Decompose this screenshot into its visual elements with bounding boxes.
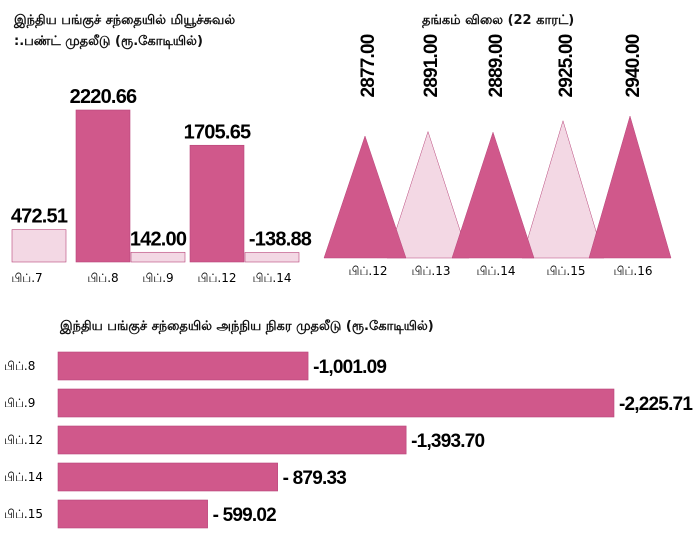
price-triangle [521,119,605,259]
bar [11,229,67,263]
bar [57,351,309,381]
price-triangle [588,115,672,259]
mutual-fund-plot: 472.51 பிப்.7 2220.66 பிப்.8 142.00 பிப்.9 170… [11,86,313,285]
mutual-fund-chart: இந்திய பங்குச் சந்தையில் மியூச்சுவல் :.ப… [0,0,330,290]
mutual-fund-title-line2: :.பண்ட் முதலீடு (ரூ.கோடியில்) [14,34,203,49]
category-label: பிப்.8 [4,359,35,373]
category-label: பிப்.7 [11,271,42,285]
bar-value-label: 472.51 [11,206,68,228]
price-value-label: 2889.00 [486,34,507,97]
gold-price-plot: 2877.00 பிப்.12 2891.00 பிப்.13 2889.00 பிப்.… [323,34,672,278]
bar [189,144,245,263]
foreign-investment-chart: இந்திய பங்குச் சந்தையில் அந்நிய நிகர முத… [0,300,700,536]
price-triangle [451,131,535,259]
bar-value-label: -1,001.09 [313,357,386,378]
category-label: பிப்.8 [87,271,118,285]
category-label: பிப்.16 [614,264,653,278]
price-value-label: 2925.00 [556,34,577,97]
category-label: பிப்.13 [412,264,451,278]
bar [75,109,131,263]
category-label: பிப்.14 [4,470,43,484]
bar [244,252,300,263]
bar [57,388,615,418]
bar [57,462,278,492]
bar-value-label: 2220.66 [70,86,137,108]
category-label: பிப்.9 [142,271,173,285]
bar [130,251,186,263]
bar-value-label: -1,393.70 [411,431,484,452]
price-value-label: 2877.00 [358,34,379,97]
bar-value-label: -2,225.71 [619,394,693,415]
category-label: பிப்.12 [349,264,388,278]
category-label: பிப்.12 [4,433,43,447]
bar-value-label: - 599.02 [213,505,277,526]
bar-value-label: -138.88 [249,228,312,250]
price-triangle [323,135,407,259]
category-label: பிப்.14 [253,271,292,285]
foreign-investment-title: இந்திய பங்குச் சந்தையில் அந்நிய நிகர முத… [60,319,434,334]
category-label: பிப்.14 [477,264,516,278]
bar [57,499,208,529]
gold-price-chart: தங்கம் விலை (22 காரட்) 2877.00 பிப்.12 289… [323,0,700,290]
bar [57,425,407,455]
category-label: பிப்.9 [4,396,35,410]
category-label: பிப்.15 [547,264,586,278]
price-triangle [386,130,470,259]
price-value-label: 2891.00 [421,34,442,97]
price-value-label: 2940.00 [623,34,644,97]
mutual-fund-title-line1: இந்திய பங்குச் சந்தையில் மியூச்சுவல் [14,13,236,28]
foreign-investment-plot: பிப்.8 -1,001.09 பிப்.9 -2,225.71 பிப்.12 -1,… [4,351,694,529]
bar-value-label: - 879.33 [283,468,347,489]
category-label: பிப்.12 [198,271,237,285]
bar-value-label: 142.00 [130,228,187,250]
category-label: பிப்.15 [4,507,43,521]
gold-price-title: தங்கம் விலை (22 காரட்) [422,13,575,28]
bar-value-label: 1705.65 [184,121,251,143]
